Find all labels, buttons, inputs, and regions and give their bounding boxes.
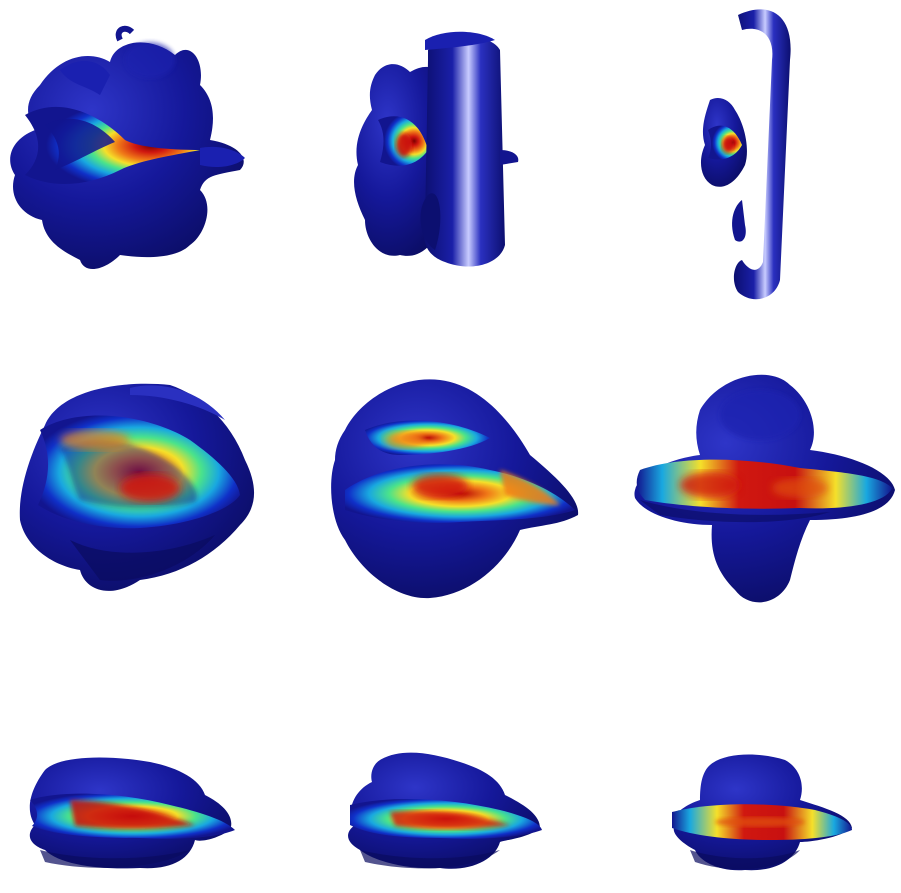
panel-r3c1-flat-slice <box>29 757 235 869</box>
panel-r1c2-blob-with-ring <box>354 31 519 267</box>
panel-r3c2-flat-slice <box>348 752 542 869</box>
panel-r2c3-cross-blob <box>634 374 895 603</box>
panel-r2c2-diamond-blob <box>331 379 579 599</box>
panel-r2c1-fan-slice <box>19 383 255 591</box>
panel-r1c3-ring-with-small-slice <box>700 9 791 300</box>
panel-r3c3-flat-slice <box>672 754 852 871</box>
panel-r1c1-blob-with-cone-slice <box>10 25 245 270</box>
